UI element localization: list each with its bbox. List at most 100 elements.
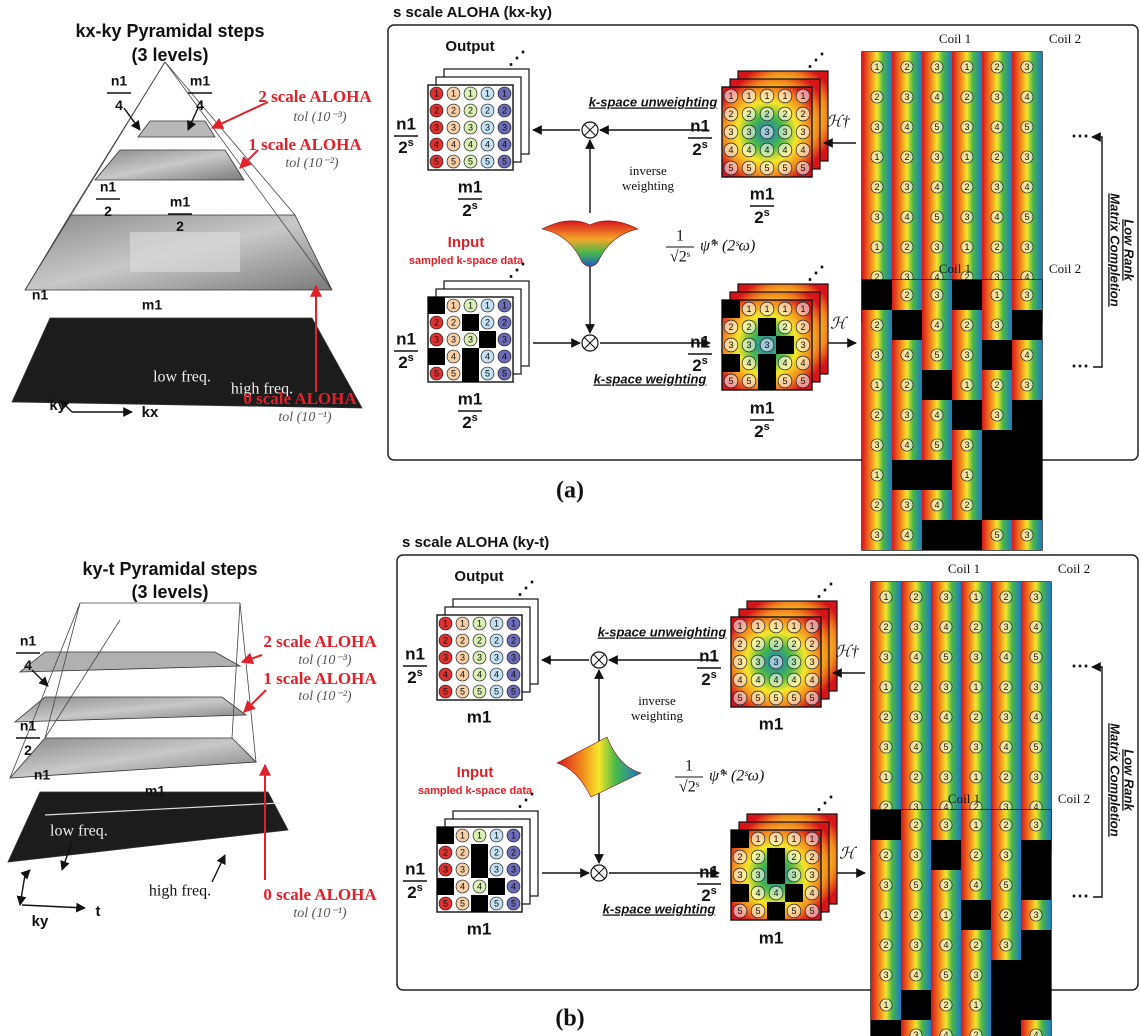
- entry-number: 4: [485, 351, 490, 361]
- entry-number: 2: [904, 380, 909, 390]
- denominator: 2: [462, 413, 471, 432]
- missing-entry: [471, 861, 488, 878]
- missing-entry: [776, 336, 794, 354]
- entry-number: 2: [994, 242, 999, 252]
- entry-number: 1: [746, 304, 751, 314]
- inverse-weighting: weighting: [622, 178, 674, 193]
- missing-entry: [437, 827, 454, 844]
- coil-label: Coil 2: [1058, 791, 1090, 806]
- fraction-denominator: 2s: [462, 200, 478, 221]
- entry-number: 3: [904, 92, 909, 102]
- entry-number: 3: [943, 592, 948, 602]
- entry-number: 4: [502, 139, 507, 149]
- entry-number: 4: [1033, 712, 1038, 722]
- missing-entry: [982, 340, 1012, 370]
- fraction-denominator: 2s: [462, 412, 478, 433]
- entry-number: 3: [943, 820, 948, 830]
- entry-number: 4: [755, 888, 760, 898]
- arrow: [20, 875, 25, 905]
- entry-number: 1: [973, 772, 978, 782]
- entry-number: 2: [791, 852, 796, 862]
- entry-number: 4: [782, 358, 787, 368]
- entry-number: 3: [1003, 940, 1008, 950]
- entry-number: 4: [904, 530, 909, 540]
- entry-number: 2: [443, 635, 448, 645]
- missing-entry: [462, 365, 479, 382]
- entry-number: 1: [773, 621, 778, 631]
- entry-number: 3: [964, 350, 969, 360]
- entry-number: 1: [943, 910, 948, 920]
- formula-body: ψ̂* (2ˢω): [700, 238, 755, 255]
- entry-number: 1: [746, 91, 751, 101]
- entry-number: 2: [913, 682, 918, 692]
- entry-number: 4: [728, 145, 733, 155]
- hankel-dagger: ℋ†: [826, 114, 851, 131]
- entry-number: 2: [883, 622, 888, 632]
- level-name: 0 scale ALOHA: [243, 389, 357, 408]
- entry-number: 3: [791, 657, 796, 667]
- entry-number: 1: [502, 300, 507, 310]
- entry-number: 1: [511, 830, 516, 840]
- level-name: 0 scale ALOHA: [263, 885, 377, 904]
- entry-number: 4: [494, 669, 499, 679]
- entry-number: 1: [728, 91, 733, 101]
- entry-number: 3: [874, 530, 879, 540]
- entry-number: 3: [746, 340, 751, 350]
- entry-number: 5: [755, 906, 760, 916]
- entry-number: 3: [443, 652, 448, 662]
- unweighting-label: k-space unweighting: [598, 624, 727, 639]
- feedback-arrow: [1092, 667, 1102, 897]
- output-label: Output: [454, 568, 503, 585]
- coil-label: Coil 1: [939, 261, 971, 276]
- entry-number: 1: [494, 830, 499, 840]
- kernel-surface: [542, 221, 638, 267]
- entry-number: 1: [755, 834, 760, 844]
- entry-number: 1: [764, 91, 769, 101]
- entry-number: 2: [782, 322, 787, 332]
- entry-number: 4: [764, 145, 769, 155]
- entry-number: 3: [737, 657, 742, 667]
- fraction-numerator: n1: [396, 329, 416, 348]
- entry-number: 3: [502, 334, 507, 344]
- entry-number: 2: [973, 622, 978, 632]
- entry-number: 1: [964, 62, 969, 72]
- entry-number: 2: [883, 940, 888, 950]
- entry-number: 4: [737, 675, 742, 685]
- entry-number: 1: [973, 592, 978, 602]
- missing-entry: [1012, 310, 1042, 340]
- denominator: 2: [701, 670, 710, 689]
- entry-number: 3: [468, 122, 473, 132]
- entry-number: 1: [791, 621, 796, 631]
- entry-number: 4: [443, 669, 448, 679]
- axis-label: ky: [32, 913, 49, 930]
- fraction-numerator: m1: [467, 919, 492, 938]
- entry-number: 2: [755, 852, 760, 862]
- entry-number: 4: [934, 182, 939, 192]
- entry-number: 2: [791, 639, 796, 649]
- entry-number: 3: [913, 1030, 918, 1036]
- denominator: 2: [701, 886, 710, 905]
- fraction-numerator: m1: [190, 73, 210, 89]
- entry-number: 2: [443, 847, 448, 857]
- entry-number: 2: [809, 639, 814, 649]
- entry-number: 1: [973, 820, 978, 830]
- missing-entry: [758, 354, 776, 372]
- entry-number: 1: [485, 300, 490, 310]
- entry-number: 4: [1033, 622, 1038, 632]
- entry-number: 1: [460, 830, 465, 840]
- entry-number: 3: [1033, 910, 1038, 920]
- missing-entry: [767, 848, 785, 866]
- entry-number: 4: [800, 358, 805, 368]
- entry-number: 3: [994, 92, 999, 102]
- missing-entry: [758, 372, 776, 390]
- entry-number: 4: [1024, 92, 1029, 102]
- entry-number: 3: [746, 127, 751, 137]
- entry-number: 2: [973, 940, 978, 950]
- fraction-denominator: 2s: [407, 882, 423, 903]
- entry-number: 5: [943, 970, 948, 980]
- entry-number: 5: [943, 742, 948, 752]
- entry-number: 2: [773, 639, 778, 649]
- entry-number: 5: [800, 163, 805, 173]
- missing-entry: [871, 1020, 901, 1036]
- arrow: [212, 855, 225, 882]
